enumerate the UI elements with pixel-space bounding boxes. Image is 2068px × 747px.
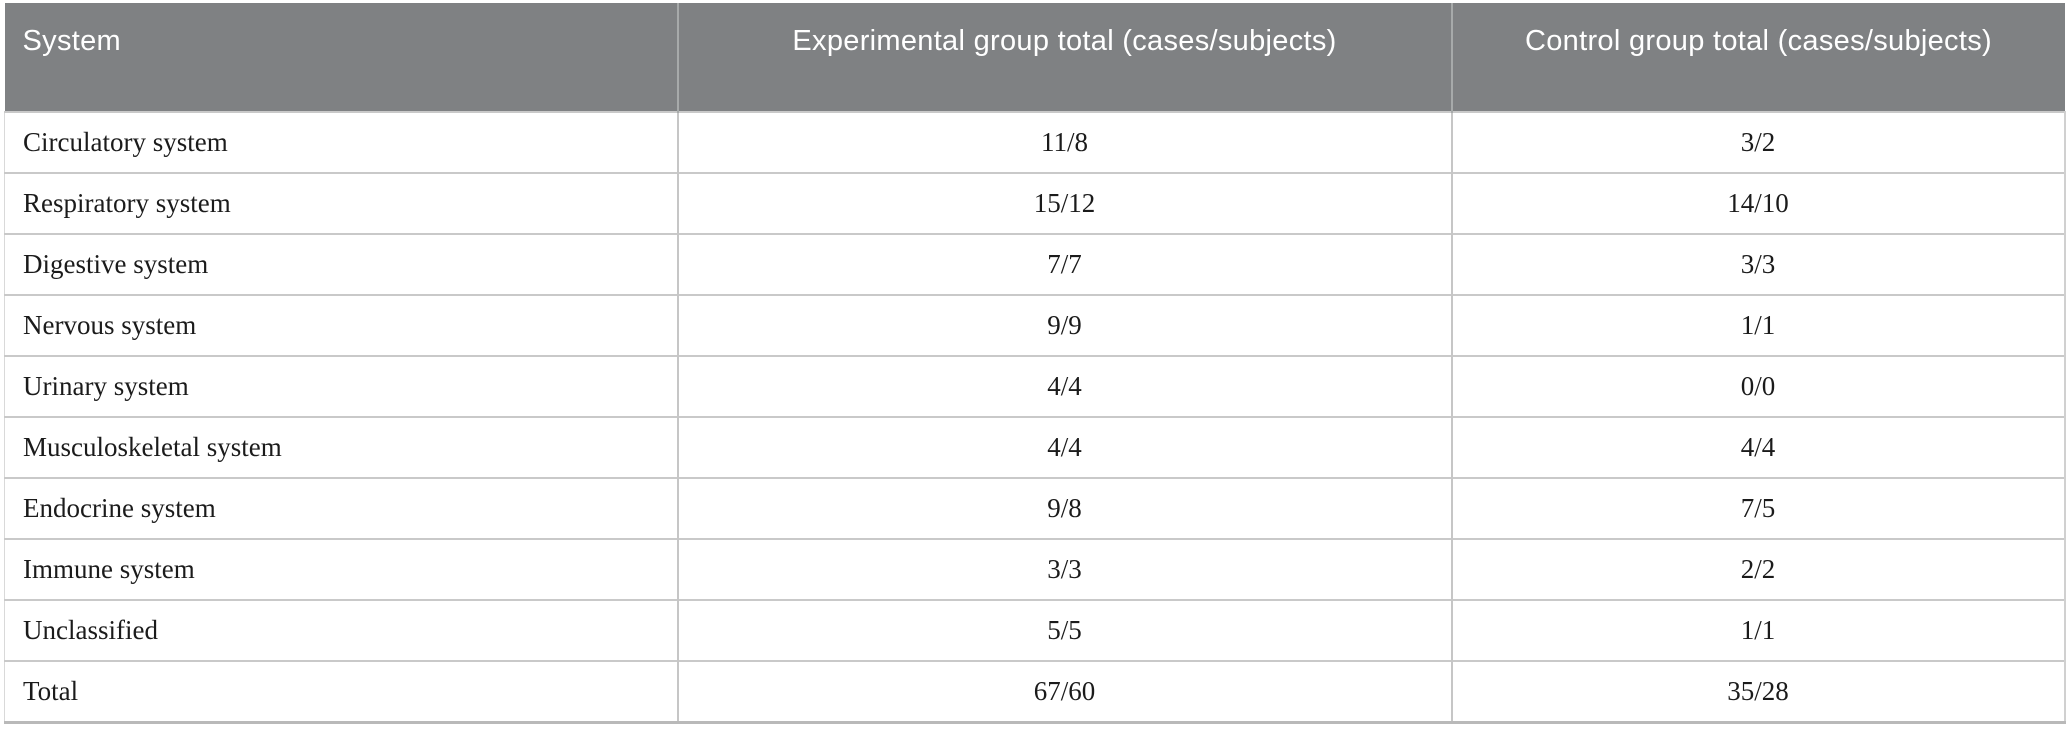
cell-experimental: 15/12 <box>676 172 1452 234</box>
cell-system: Immune system <box>4 538 678 600</box>
cell-control: 0/0 <box>1450 355 2066 417</box>
cell-experimental: 9/8 <box>676 477 1452 539</box>
cell-experimental: 4/4 <box>676 355 1452 417</box>
cell-system: Endocrine system <box>4 477 678 539</box>
column-header-system: System <box>4 3 678 112</box>
table-row: Digestive system 7/7 3/3 <box>4 233 2066 295</box>
cell-system: Urinary system <box>4 355 678 417</box>
cell-system: Musculoskeletal system <box>4 416 678 478</box>
table-body: Circulatory system 11/8 3/2 Respiratory sys… <box>4 111 2066 724</box>
cell-control: 2/2 <box>1450 538 2066 600</box>
column-header-control-group: Control group total (cases/subjects) <box>1450 3 2065 112</box>
cell-experimental: 4/4 <box>676 416 1452 478</box>
cell-system: Unclassified <box>4 599 678 661</box>
table-row: Total 67/60 35/28 <box>4 660 2066 724</box>
cell-control: 3/3 <box>1450 233 2066 295</box>
cell-control: 1/1 <box>1450 294 2066 356</box>
cell-control: 35/28 <box>1450 660 2066 724</box>
results-table-container: System Experimental group total (cases/s… <box>4 3 2066 724</box>
table-row: Respiratory system 15/12 14/10 <box>4 172 2066 234</box>
column-header-control-group-label: Control group total (cases/subjects) <box>1525 25 1992 57</box>
table-row: Circulatory system 11/8 3/2 <box>4 111 2066 173</box>
results-table: System Experimental group total (cases/s… <box>4 3 2066 724</box>
cell-system: Circulatory system <box>4 111 678 173</box>
column-header-experimental-group: Experimental group total (cases/subjects… <box>676 3 1452 112</box>
cell-experimental: 67/60 <box>676 660 1452 724</box>
table-row: Endocrine system 9/8 7/5 <box>4 477 2066 539</box>
table-header: System Experimental group total (cases/s… <box>4 3 2065 112</box>
cell-system: Respiratory system <box>4 172 678 234</box>
cell-experimental: 5/5 <box>676 599 1452 661</box>
cell-control: 7/5 <box>1450 477 2066 539</box>
cell-system: Nervous system <box>4 294 678 356</box>
cell-experimental: 11/8 <box>676 111 1452 173</box>
cell-control: 4/4 <box>1450 416 2066 478</box>
table-row: Nervous system 9/9 1/1 <box>4 294 2066 356</box>
cell-control: 1/1 <box>1450 599 2066 661</box>
cell-system: Digestive system <box>4 233 678 295</box>
cell-control: 3/2 <box>1450 111 2066 173</box>
cell-system: Total <box>4 660 678 724</box>
cell-control: 14/10 <box>1450 172 2066 234</box>
table-row: Unclassified 5/5 1/1 <box>4 599 2066 661</box>
table-header-row: System Experimental group total (cases/s… <box>4 3 2065 112</box>
table-row: Immune system 3/3 2/2 <box>4 538 2066 600</box>
cell-experimental: 3/3 <box>676 538 1452 600</box>
table-row: Musculoskeletal system 4/4 4/4 <box>4 416 2066 478</box>
cell-experimental: 7/7 <box>676 233 1452 295</box>
table-row: Urinary system 4/4 0/0 <box>4 355 2066 417</box>
cell-experimental: 9/9 <box>676 294 1452 356</box>
